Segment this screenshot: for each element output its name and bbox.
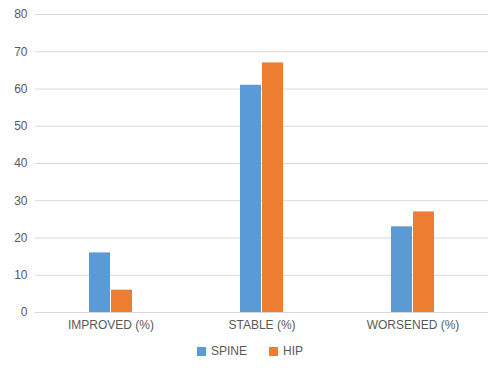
svg-text:30: 30: [14, 194, 28, 208]
svg-text:0: 0: [21, 305, 28, 319]
html-text:SPINE: SPINE: [211, 344, 247, 358]
svg-text:60: 60: [14, 82, 28, 96]
html-text:HIP: HIP: [283, 344, 303, 358]
svg-text:10: 10: [14, 268, 28, 282]
svg-text:IMPROVED (%): IMPROVED (%): [68, 318, 154, 332]
svg-text:80: 80: [14, 7, 28, 21]
svg-text:WORSENED (%): WORSENED (%): [367, 318, 460, 332]
svg-text:20: 20: [14, 231, 28, 245]
svg-text:70: 70: [14, 45, 28, 59]
svg-text:50: 50: [14, 119, 28, 133]
svg-text:40: 40: [14, 156, 28, 170]
svg-text:STABLE (%): STABLE (%): [228, 318, 295, 332]
